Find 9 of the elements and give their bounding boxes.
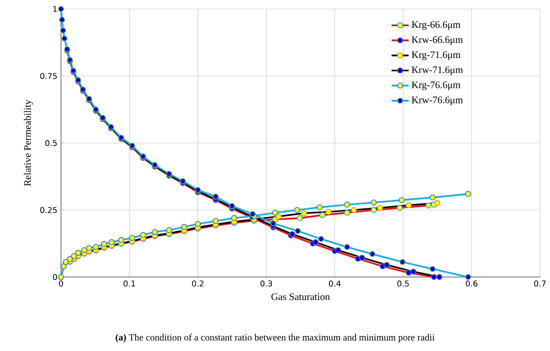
legend-label: Krg-71.6μm bbox=[412, 51, 460, 60]
legend-label: Krw-76.6μm bbox=[412, 96, 463, 106]
legend-label: Krg-66.6μm bbox=[412, 21, 460, 30]
legend-label: Krw-71.6μm bbox=[412, 66, 463, 76]
text: (a) The condition of a constant ratio between the maximum and minimum pore radii bbox=[116, 334, 435, 342]
legend-label: Krg-76.6μm bbox=[412, 82, 460, 90]
x-axis-title: Gas Saturation bbox=[271, 293, 330, 300]
legend-label: Krw-66.6μm bbox=[412, 36, 463, 46]
y-axis-title: Relative Permeability bbox=[24, 100, 33, 186]
